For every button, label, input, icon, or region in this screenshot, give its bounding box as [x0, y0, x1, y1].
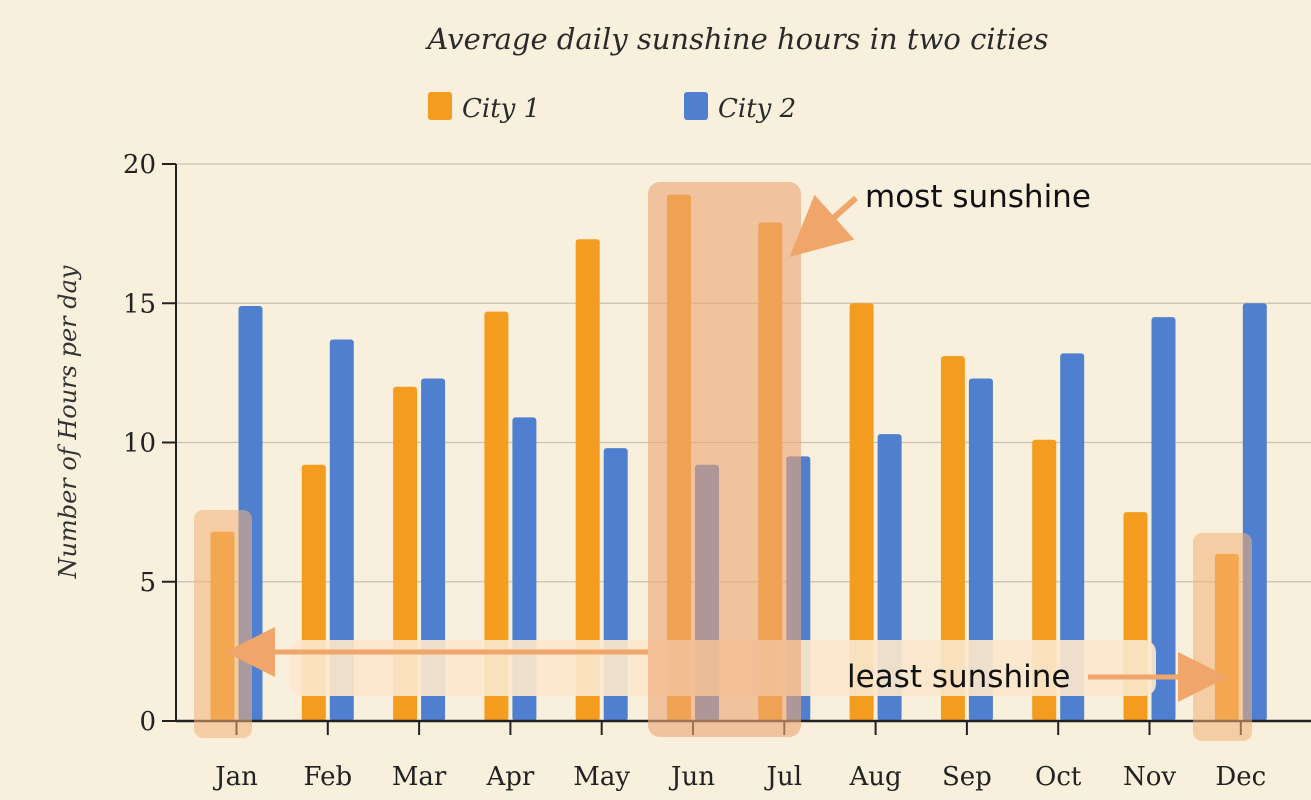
- y-tick-label: 0: [139, 707, 156, 737]
- bar-city-1-mar: [393, 386, 418, 721]
- x-tick-label: Oct: [1035, 762, 1082, 792]
- annotations: most sunshine least sunshine: [194, 179, 1252, 741]
- least-sunshine-label: least sunshine: [847, 659, 1070, 695]
- bar-city-2-oct: [1060, 353, 1085, 721]
- x-tick-label: Dec: [1215, 762, 1266, 792]
- bar-city-1-apr: [484, 311, 509, 721]
- x-tick-label: Apr: [485, 762, 534, 792]
- chart-title: Average daily sunshine hours in two citi…: [424, 22, 1048, 56]
- bar-city-2-nov: [1151, 317, 1176, 721]
- y-tick-label: 5: [139, 568, 156, 598]
- y-axis: 0 5 10 15 20: [123, 150, 177, 737]
- x-tick-label: Sep: [942, 762, 992, 792]
- legend-label: City 2: [718, 94, 796, 124]
- most-sunshine-label: most sunshine: [865, 179, 1091, 215]
- bar-city-2-mar: [421, 378, 446, 721]
- bar-city-1-may: [575, 239, 600, 721]
- x-tick-label: Jul: [764, 762, 802, 792]
- x-tick-label: Nov: [1123, 762, 1176, 792]
- bar-city-1-sep: [940, 356, 965, 721]
- legend-swatch: [428, 92, 452, 120]
- bar-city-2-sep: [968, 378, 993, 721]
- highlight-jun-jul: [648, 182, 801, 737]
- x-tick-label: Feb: [303, 762, 352, 792]
- legend: City 1 City 2: [428, 92, 796, 124]
- bar-city-2-feb: [329, 339, 354, 721]
- x-tick-label: Jan: [212, 762, 258, 792]
- x-tick-label: Mar: [392, 762, 447, 792]
- x-tick-label: Aug: [849, 762, 902, 792]
- highlight-dec: [1193, 533, 1252, 741]
- x-tick-label: May: [573, 762, 630, 792]
- highlight-jan: [194, 510, 252, 738]
- y-tick-label: 10: [123, 429, 156, 459]
- y-tick-label: 20: [123, 150, 156, 180]
- y-tick-label: 15: [123, 289, 156, 319]
- most-sunshine-arrow: [789, 194, 858, 257]
- bar-city-1-aug: [849, 303, 874, 721]
- legend-label: City 1: [462, 94, 540, 124]
- legend-swatch: [684, 92, 708, 120]
- x-tick-label: Jun: [668, 762, 715, 792]
- y-axis-label: Number of Hours per day: [54, 265, 82, 579]
